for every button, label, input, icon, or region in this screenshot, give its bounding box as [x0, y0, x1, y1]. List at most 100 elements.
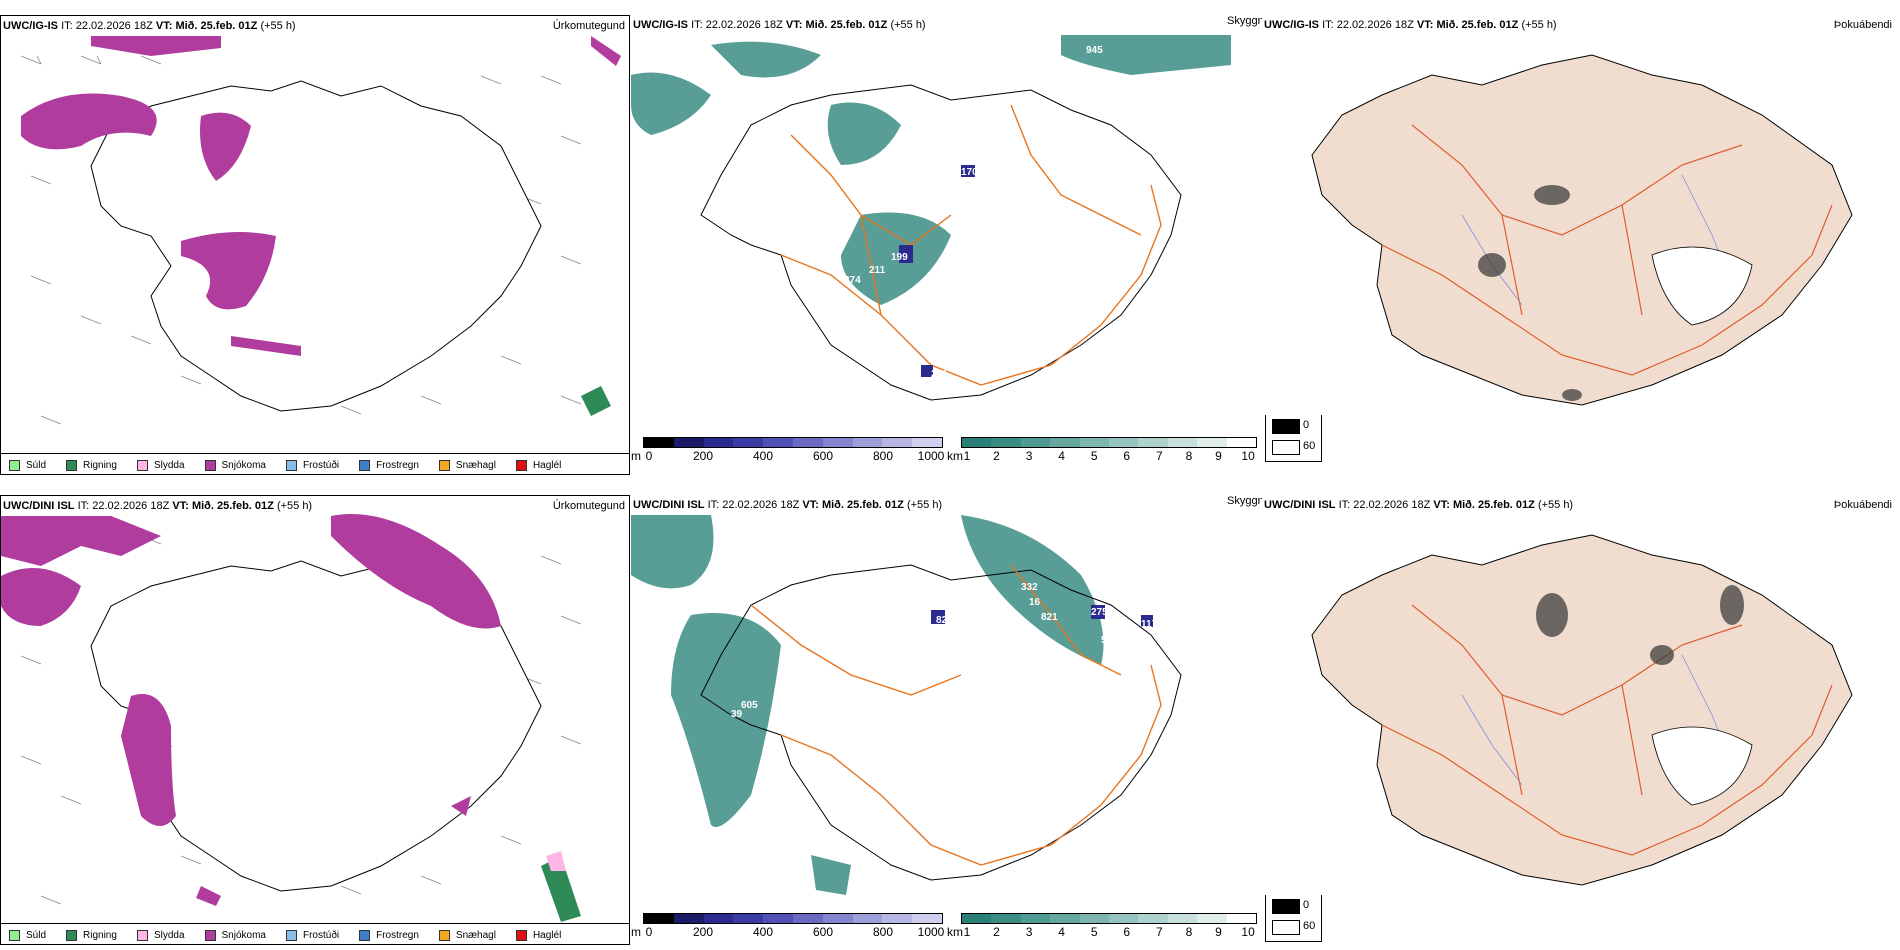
scale-tick: 1000: [917, 449, 945, 463]
legend-swatch: [66, 459, 78, 471]
precip-legend-row2: Súld Rigning Slydda Snjókoma Frostúði Fr…: [1, 923, 630, 946]
ceiling-scale-bin: [733, 438, 764, 447]
legend-item: Haglél: [515, 929, 561, 941]
roads: [1381, 604, 1833, 856]
fog-name-row1: Þokuábendi: [1833, 19, 1892, 31]
legend-item: Frostúði: [285, 459, 339, 471]
ceiling-patches: [931, 605, 1153, 627]
scale-tick: 600: [812, 925, 834, 939]
ceiling-scale-bin: [792, 438, 823, 447]
scale-unit: km: [947, 449, 963, 463]
ceiling-scale-bin: [792, 914, 823, 923]
fog-title-row2: UWC/DINI ISL IT: 22.02.2026 18Z VT: Mið.…: [1264, 499, 1574, 511]
visibility-scale-bin: [991, 914, 1021, 923]
scale-tick: 7: [1155, 925, 1163, 939]
ceiling-scale-bin: [912, 914, 942, 923]
ceiling-label: 56: [1041, 205, 1053, 216]
ceiling-scale-bin: [703, 914, 734, 923]
legend-swatch: [285, 459, 297, 471]
visibility-scale-bin: [1109, 914, 1139, 923]
ceiling-label: 985: [791, 657, 808, 668]
roads: [780, 104, 1162, 386]
ceiling-label: 31: [951, 657, 963, 668]
visibility-title-row2: UWC/DINI ISL IT: 22.02.2026 18Z VT: Mið.…: [633, 499, 943, 511]
precip-map-row1: [20, 36, 621, 425]
scale-unit: m: [631, 925, 641, 939]
fog-legend-swatch: [1272, 419, 1300, 434]
ceiling-label: 39: [731, 709, 743, 720]
roads: [1381, 124, 1833, 376]
legend-swatch: [136, 459, 148, 471]
legend-swatch: [204, 459, 216, 471]
legend-item: Snjókoma: [204, 929, 266, 941]
visibility-panel-row1: 945 170 56 342 369 73 199 211 274 56 221…: [631, 15, 1261, 475]
legend-swatch: [66, 929, 78, 941]
legend-item: Rigning: [66, 459, 117, 471]
rain-area: [581, 386, 611, 416]
visibility-areas: [631, 515, 1104, 895]
visibility-scale-bin: [962, 438, 992, 447]
visibility-panel-row2: 332 16 821 275 546 117 82 31 985 605 39 …: [631, 495, 1261, 945]
ceiling-label: 211: [869, 265, 886, 276]
ceiling-label: 821: [1041, 612, 1058, 623]
visibility-areas: [631, 35, 1231, 305]
legend-item: Frostúði: [285, 929, 339, 941]
ceiling-scale-bin: [673, 438, 704, 447]
scale-tick: 0: [645, 449, 653, 463]
iceland-land: [1311, 534, 1853, 886]
fog-map-row1: [1311, 54, 1853, 406]
scale-tick: 0: [645, 925, 653, 939]
ceiling-scale-bin: [852, 914, 883, 923]
snow-areas: [21, 36, 621, 356]
fog-legend-label: 60: [1303, 440, 1316, 452]
visibility-scale-bin: [1079, 438, 1110, 447]
visibility-scale-bin: [1226, 438, 1257, 447]
precip-map-row2: [1, 514, 582, 922]
scale-tick: 1000: [917, 925, 945, 939]
fog-panel-row2: UWC/DINI ISL IT: 22.02.2026 18Z VT: Mið.…: [1262, 495, 1900, 895]
legend-swatch: [515, 459, 527, 471]
visibility-scale-bin: [1079, 914, 1110, 923]
fog-legend-label: 0: [1303, 899, 1310, 911]
legend-item: Súld: [9, 459, 46, 471]
visibility-scale-bin: [962, 914, 992, 923]
ceiling-scale-bin: [733, 914, 764, 923]
legend-item: Slydda: [136, 459, 185, 471]
iceland-land: [1311, 54, 1853, 406]
legend-swatch: [9, 929, 20, 941]
visibility-scale-bin: [1197, 438, 1227, 447]
legend-swatch: [438, 929, 450, 941]
scale-tick: 3: [1025, 925, 1033, 939]
ceiling-scale-bin: [644, 438, 674, 447]
fog-title-row1: UWC/IG-IS IT: 22.02.2026 18Z VT: Mið. 25…: [1264, 19, 1557, 31]
scale-tick: 800: [872, 449, 894, 463]
visibility-scale-bin: [1050, 914, 1080, 923]
scale-tick: 2: [993, 925, 1000, 939]
legend-swatch: [438, 459, 450, 471]
scale-tick: 7: [1155, 449, 1163, 463]
ceiling-label: 221: [931, 369, 948, 380]
wind-barbs: [20, 55, 582, 425]
legend-swatch: [285, 929, 297, 941]
scale-tick: 9: [1215, 449, 1222, 463]
legend-swatch: [136, 929, 148, 941]
scale-tick: 2: [993, 449, 1000, 463]
ceiling-label: 546: [1101, 635, 1118, 646]
ceiling-label: 117: [1141, 619, 1158, 630]
scale-tick: 10: [1241, 449, 1255, 463]
scale-tick: 8: [1185, 449, 1193, 463]
visibility-scale-bin: [1197, 914, 1227, 923]
ceiling-label: 199: [891, 252, 908, 263]
visibility-scale-row1: km 1 2 3 4 5 6 7 8 9 10: [947, 437, 1257, 463]
rain-area: [541, 856, 581, 922]
fog-legend-row1: 0 60: [1265, 412, 1322, 462]
ceiling-label: 82: [936, 615, 948, 626]
precip-legend-row1: Súld Rigning Slydda Snjókoma Frostúði Fr…: [1, 453, 630, 476]
fog-legend-swatch: [1272, 920, 1300, 935]
legend-item: Haglél: [515, 459, 561, 471]
legend-swatch: [515, 929, 527, 941]
precip-panel-row1: UWC/IG-IS IT: 22.02.2026 18Z VT: Mið. 25…: [0, 15, 630, 475]
precip-panel-row2: UWC/DINI ISL IT: 22.02.2026 18Z VT: Mið.…: [0, 495, 630, 945]
fog-legend-swatch: [1272, 440, 1300, 455]
glacier: [1651, 246, 1753, 326]
